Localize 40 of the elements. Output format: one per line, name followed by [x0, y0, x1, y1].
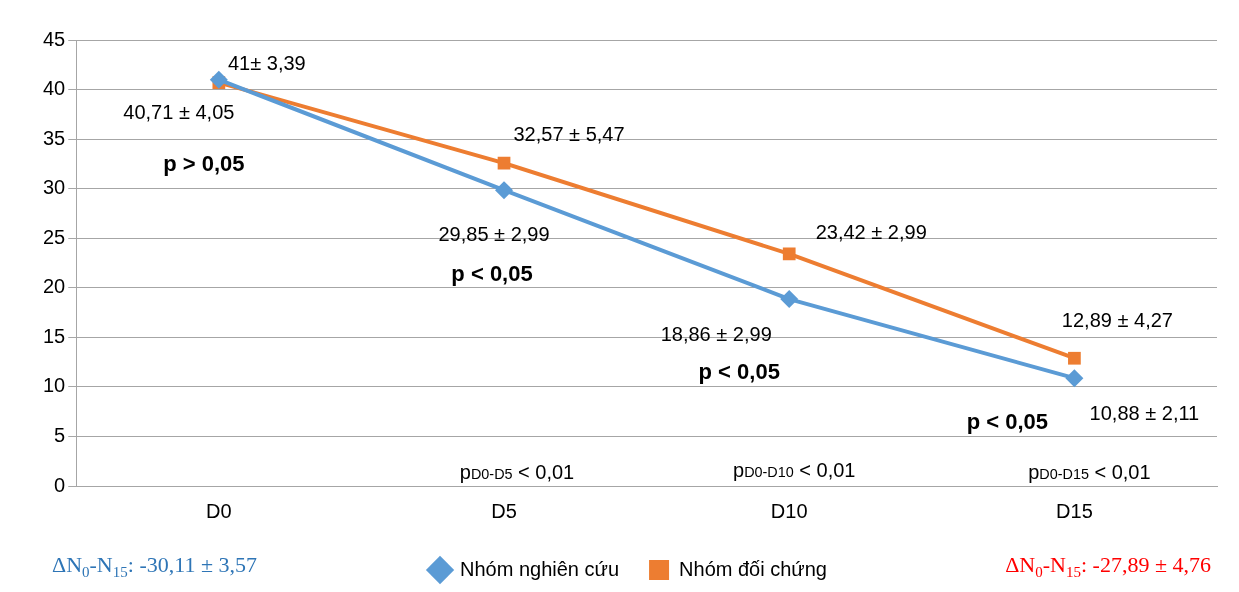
y-tick-label: 0 — [54, 473, 66, 496]
y-tick-label: 25 — [43, 225, 66, 248]
point — [782, 247, 796, 261]
y-tick-label: 35 — [43, 126, 66, 149]
data-label: 18,86 ± 2,99 — [660, 322, 772, 345]
data-label: 41± 3,39 — [227, 52, 306, 75]
text: ΔN$_{0}$-N$_{15}$: -30,11 ± 3,57 — [52, 552, 257, 582]
point — [1065, 369, 1084, 388]
x-tick-label: D10 — [770, 499, 808, 522]
x-tick-label: D0 — [206, 499, 232, 522]
data-label: 32,57 ± 5,47 — [513, 122, 625, 145]
text: ΔN$_{0}$-N$_{15}$: -27,89 ± 4,76 — [1005, 552, 1211, 582]
y-tick-label: 40 — [43, 77, 66, 100]
point — [495, 181, 514, 200]
point — [780, 290, 799, 309]
legend-label: Nhóm nghiên cứu — [460, 557, 620, 580]
annotation: pD0-D5 < 0,01 — [459, 460, 575, 483]
point — [497, 156, 511, 170]
data-label: 12,89 ± 4,27 — [1061, 308, 1173, 331]
point — [209, 70, 228, 89]
y-tick-label: 5 — [54, 423, 66, 446]
y-tick-label: 15 — [43, 324, 66, 347]
annotation: pD0-D10 < 0,01 — [733, 458, 856, 481]
y-tick-label: 45 — [43, 27, 66, 50]
legend-label: Nhóm đối chứng — [679, 557, 827, 580]
y-tick-label: 10 — [43, 374, 66, 397]
x-tick-label: D5 — [491, 499, 517, 522]
annotation: pD0-D15 < 0,01 — [1028, 460, 1151, 483]
y-tick-label: 20 — [43, 275, 66, 298]
annotation: p < 0,05 — [966, 408, 1049, 434]
annotation: p < 0,05 — [698, 359, 780, 385]
annotation: p > 0,05 — [163, 150, 245, 176]
data-label: 29,85 ± 2,99 — [438, 222, 550, 245]
y-tick-label: 30 — [43, 176, 66, 199]
data-label: 10,88 ± 2,11 — [1089, 401, 1200, 424]
point — [1068, 351, 1081, 365]
x-tick-label: D15 — [1056, 499, 1093, 522]
annotation: p < 0,05 — [451, 260, 533, 286]
data-label: 23,42 ± 2,99 — [815, 221, 927, 244]
data-label: 40,71 ± 4,05 — [123, 101, 235, 124]
